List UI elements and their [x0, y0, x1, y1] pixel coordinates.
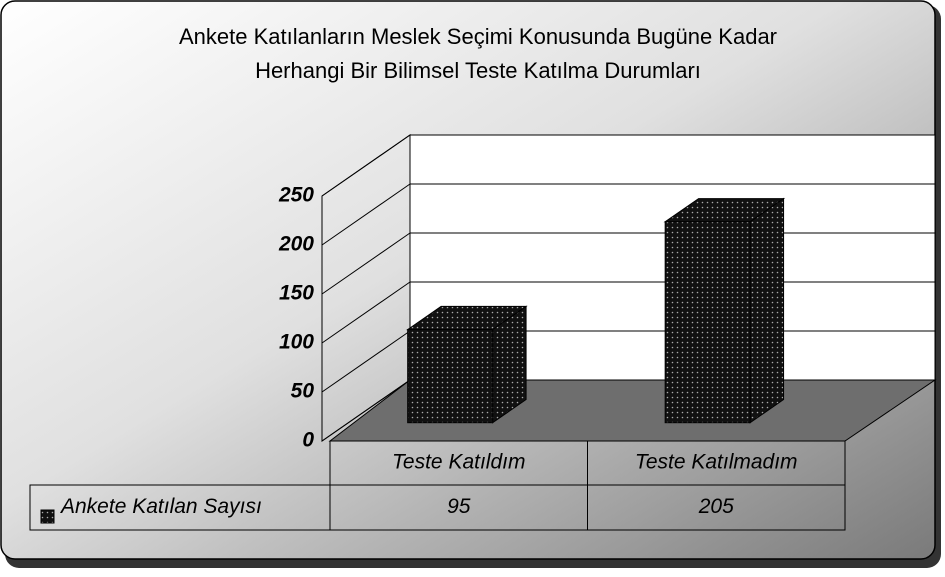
- grid-line: [321, 379, 411, 442]
- y-tick-label: 200: [278, 233, 314, 256]
- y-tick-label: 100: [279, 331, 314, 354]
- x-tick-label: Teste Katıldım: [392, 451, 525, 474]
- grid-line: [321, 134, 411, 197]
- chart-title: Ankete Katılanların Meslek Seçimi Konusu…: [179, 24, 777, 49]
- table-value: 95: [447, 495, 471, 518]
- x-tick-label: Teste Katılmadım: [635, 451, 798, 474]
- bar-side: [749, 197, 785, 424]
- chart-title: Herhangi Bir Bilimsel Teste Katılma Duru…: [255, 58, 701, 83]
- grid-line: [321, 183, 411, 246]
- y-tick-label: 250: [278, 184, 314, 207]
- grid-line: [321, 330, 411, 393]
- bar: [407, 329, 494, 424]
- legend-label: Ankete Katılan Sayısı: [59, 495, 262, 518]
- legend-marker: [40, 509, 55, 524]
- y-tick-label: 150: [279, 282, 314, 305]
- y-tick-label: 0: [302, 429, 314, 452]
- grid-line: [321, 281, 411, 344]
- table-border: [29, 484, 846, 531]
- y-tick-label: 50: [291, 380, 315, 403]
- grid-line: [321, 232, 411, 295]
- bar: [664, 221, 751, 424]
- table-value: 205: [698, 495, 734, 518]
